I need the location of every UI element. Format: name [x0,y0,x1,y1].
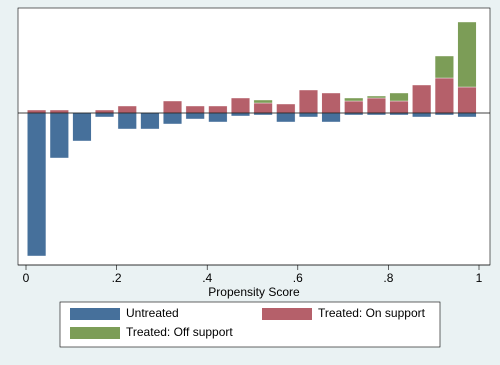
bar [27,112,47,257]
x-tick-label: .4 [202,271,212,285]
legend [59,301,441,348]
x-tick-label: 1 [476,271,483,285]
bar [434,55,454,79]
bar [49,112,69,159]
bar [95,112,115,118]
bar [457,86,477,114]
x-tick-label: .6 [293,271,303,285]
bar [163,100,183,114]
legend-swatch [70,327,120,339]
bar [185,105,205,114]
bar [344,97,364,102]
bar [27,109,47,114]
bar [412,84,432,114]
bar [298,112,318,118]
bar [321,92,341,114]
bar [366,95,386,99]
bar [344,100,364,114]
bar [253,102,273,114]
bar [276,112,296,123]
bar [140,112,160,130]
bar [321,112,341,123]
plot-area [17,7,491,266]
bar [231,97,250,114]
x-tick-label: .8 [383,271,393,285]
bar [208,105,228,114]
bar [298,89,318,114]
legend-swatch [262,308,312,320]
bar [389,92,409,102]
x-tick-label: .2 [112,271,122,285]
bar [185,112,205,120]
x-axis-label: Propensity Score [208,285,300,299]
bar [163,112,183,125]
legend-swatch [70,308,120,320]
bar [72,112,92,142]
bar [117,112,137,130]
bar [412,112,432,118]
x-tick-label: 0 [23,271,30,285]
legend-label: Treated: Off support [126,325,233,339]
bar [49,109,69,114]
bar [276,103,296,114]
bar [457,112,477,118]
bar [389,100,409,114]
legend-label: Treated: On support [318,306,426,320]
bar [434,77,454,114]
bar [253,99,273,104]
legend-label: Untreated [126,306,179,320]
bar [208,112,228,123]
bar [366,97,386,114]
bar [95,109,115,114]
bar [117,105,137,114]
bar [231,112,250,117]
bar [457,21,477,88]
